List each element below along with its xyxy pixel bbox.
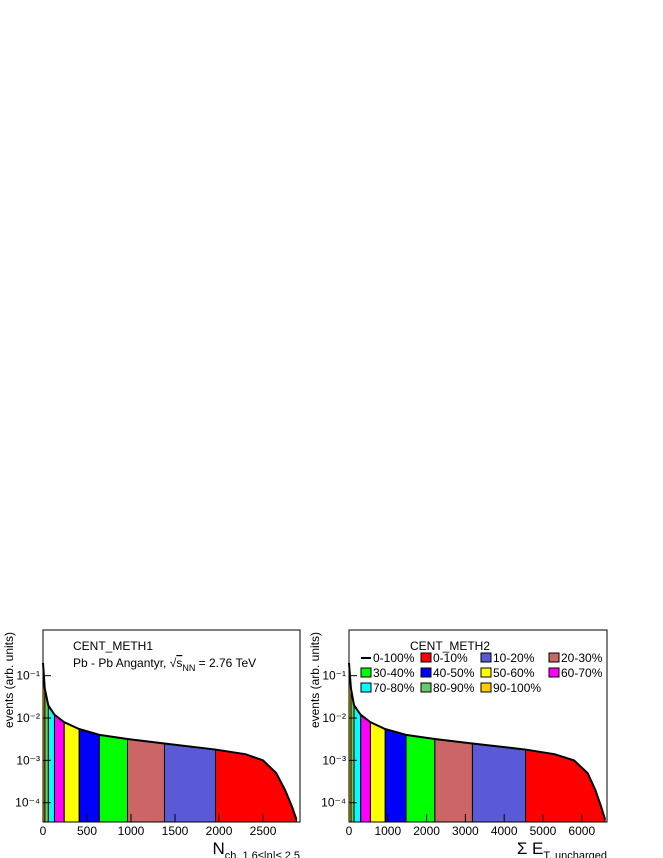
x-axis-label: Nch, 1.6≤|η|≤ 2.5: [212, 839, 300, 858]
class-area: [98, 734, 128, 823]
curve: [348, 662, 607, 820]
class-area: [369, 721, 386, 823]
class-area: [360, 713, 371, 823]
class-area: [63, 721, 80, 823]
chart-title: CENT_METH1: [73, 639, 153, 653]
y-tick-label: 10⁻³: [16, 753, 40, 767]
legend-swatch: [548, 667, 560, 678]
legend-label: 80-90%: [433, 681, 475, 695]
legend-label: 0-100%: [373, 651, 415, 665]
legend-swatch: [480, 652, 492, 663]
x-axis-label-sub: ch, 1.6≤|η|≤ 2.5: [225, 850, 300, 858]
legend-swatch: [548, 652, 560, 663]
legend-label: 0-10%: [433, 651, 468, 665]
legend-swatch: [420, 667, 432, 678]
x-tick-label: 0: [346, 824, 353, 838]
class-area: [126, 738, 165, 823]
class-area: [353, 703, 362, 823]
x-tick-label: 500: [77, 824, 97, 838]
x-tick-label: 1000: [374, 824, 401, 838]
class-area: [163, 742, 217, 823]
x-tick-label: 6000: [568, 824, 595, 838]
x-tick-label: 0: [40, 824, 47, 838]
plot-frame: [42, 629, 301, 823]
y-axis-label: events (arb. units): [2, 632, 16, 728]
y-tick-label: 10⁻¹: [322, 669, 346, 683]
y-tick-label: 10⁻⁴: [321, 796, 346, 810]
chart-title: CENT_METH2: [410, 639, 490, 653]
legend-label: 70-80%: [373, 681, 415, 695]
x-axis-label: Σ ET, uncharged: [517, 839, 607, 858]
x-tick-label: 1000: [118, 824, 145, 838]
y-axis-label: events (arb. units): [308, 632, 322, 728]
class-area: [384, 728, 407, 823]
legend-swatch: [360, 682, 372, 693]
x-tick-label: 3000: [452, 824, 479, 838]
class-area: [78, 728, 100, 823]
x-tick-label: 2000: [413, 824, 440, 838]
legend-swatch: [480, 682, 492, 693]
y-tick-label: 10⁻⁴: [15, 796, 40, 810]
curve: [42, 662, 298, 820]
plot-frame: [348, 629, 608, 823]
subtitle-part: = 2.76 TeV: [195, 656, 256, 670]
y-tick-label: 10⁻²: [322, 711, 346, 725]
x-axis-label-main: Σ E: [517, 839, 544, 858]
legend-label: 50-60%: [493, 666, 535, 680]
y-tick-label: 10⁻²: [16, 711, 40, 725]
legend-label: 60-70%: [561, 666, 603, 680]
x-axis-label-sub: T, uncharged: [543, 850, 607, 858]
class-area: [405, 734, 436, 823]
y-tick-label: 10⁻¹: [16, 669, 40, 683]
legend-label: 40-50%: [433, 666, 475, 680]
subtitle-part: √: [170, 656, 177, 670]
class-area: [53, 713, 65, 823]
legend-label: 30-40%: [373, 666, 415, 680]
subtitle-part: s: [176, 656, 182, 670]
y-tick-label: 10⁻³: [322, 753, 346, 767]
legend-swatch: [360, 667, 372, 678]
class-area: [47, 703, 55, 823]
x-tick-label: 2000: [206, 824, 233, 838]
x-tick-label: 5000: [530, 824, 557, 838]
x-tick-label: 1500: [162, 824, 189, 838]
subtitle-part: Pb - Pb Angantyr,: [73, 656, 170, 670]
class-area: [44, 688, 49, 823]
legend-label: 10-20%: [493, 651, 535, 665]
class-area: [471, 742, 527, 823]
legend-label: 20-30%: [561, 651, 603, 665]
legend-swatch: [420, 682, 432, 693]
x-axis-label-main: N: [212, 839, 224, 858]
class-area: [434, 738, 473, 823]
legend-swatch: [480, 667, 492, 678]
chart-subtitle: Pb - Pb Angantyr, √sNN = 2.76 TeV: [73, 656, 256, 673]
x-tick-label: 4000: [491, 824, 518, 838]
class-area: [215, 748, 297, 823]
legend-label: 90-100%: [493, 681, 541, 695]
legend-swatch: [420, 652, 432, 663]
x-tick-label: 2500: [250, 824, 277, 838]
subtitle-part: NN: [182, 663, 195, 673]
